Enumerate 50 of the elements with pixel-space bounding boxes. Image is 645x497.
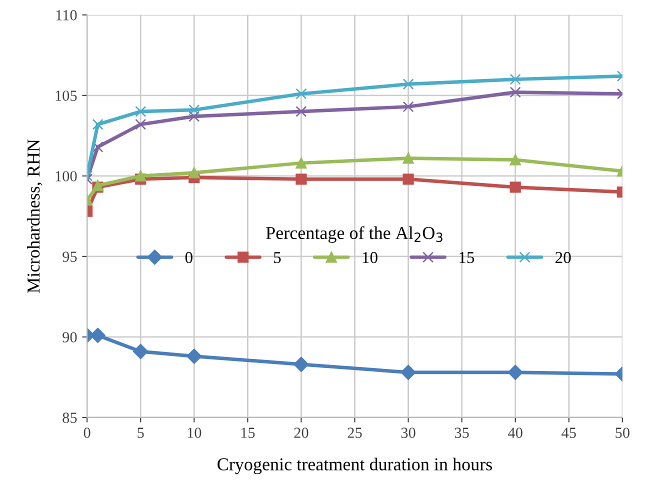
point bbox=[402, 152, 414, 164]
point bbox=[296, 174, 307, 185]
point bbox=[296, 106, 307, 118]
point bbox=[133, 344, 148, 360]
legend-label: 20 bbox=[555, 252, 571, 264]
x-tick-label: 0 bbox=[84, 428, 90, 438]
point bbox=[90, 328, 106, 343]
x-tick-label: 25 bbox=[348, 428, 362, 438]
x-tick-label: 5 bbox=[138, 428, 144, 438]
point bbox=[135, 106, 146, 118]
point bbox=[296, 158, 307, 169]
legend-label: 10 bbox=[362, 252, 378, 264]
point bbox=[508, 364, 523, 380]
point bbox=[92, 118, 104, 130]
x-tick-label: 30 bbox=[401, 428, 416, 438]
point bbox=[402, 174, 414, 185]
x-tick-label: 15 bbox=[241, 428, 255, 438]
point bbox=[510, 74, 521, 85]
x-tick-label: 50 bbox=[616, 428, 630, 438]
x-axis-title: Cryogenic treatment duration in hours bbox=[218, 458, 492, 474]
y-tick-label: 90 bbox=[62, 332, 77, 342]
point bbox=[510, 182, 521, 193]
y-tick-label: 105 bbox=[56, 90, 77, 101]
point bbox=[188, 104, 200, 116]
point bbox=[186, 348, 202, 364]
point bbox=[188, 110, 200, 122]
y-tick-label: 100 bbox=[56, 171, 77, 182]
point bbox=[402, 78, 414, 90]
legend-label: 5 bbox=[274, 252, 281, 264]
y-tick-label: 95 bbox=[62, 252, 77, 262]
legend-label: 0 bbox=[185, 252, 192, 264]
x-tick-label: 40 bbox=[508, 428, 522, 438]
legend-title: Percentage of the Al$_{2}$O$_{3}$ bbox=[266, 226, 442, 243]
point bbox=[400, 364, 416, 380]
point bbox=[135, 170, 146, 182]
point bbox=[296, 88, 307, 100]
x-tick-label: 10 bbox=[188, 428, 202, 438]
point bbox=[188, 167, 200, 178]
x-tick-label: 45 bbox=[562, 428, 576, 438]
x-tick-label: 35 bbox=[454, 428, 469, 438]
point bbox=[510, 86, 521, 98]
x-tick-label: 20 bbox=[294, 428, 308, 438]
point bbox=[510, 154, 521, 166]
y-tick-label: 85 bbox=[62, 412, 77, 423]
point bbox=[402, 101, 414, 112]
legend-label: 15 bbox=[460, 252, 474, 264]
y-axis-title: Microhardness, RHN bbox=[26, 139, 42, 293]
y-tick-label: 110 bbox=[56, 10, 77, 20]
point bbox=[294, 356, 309, 372]
point bbox=[135, 118, 146, 130]
